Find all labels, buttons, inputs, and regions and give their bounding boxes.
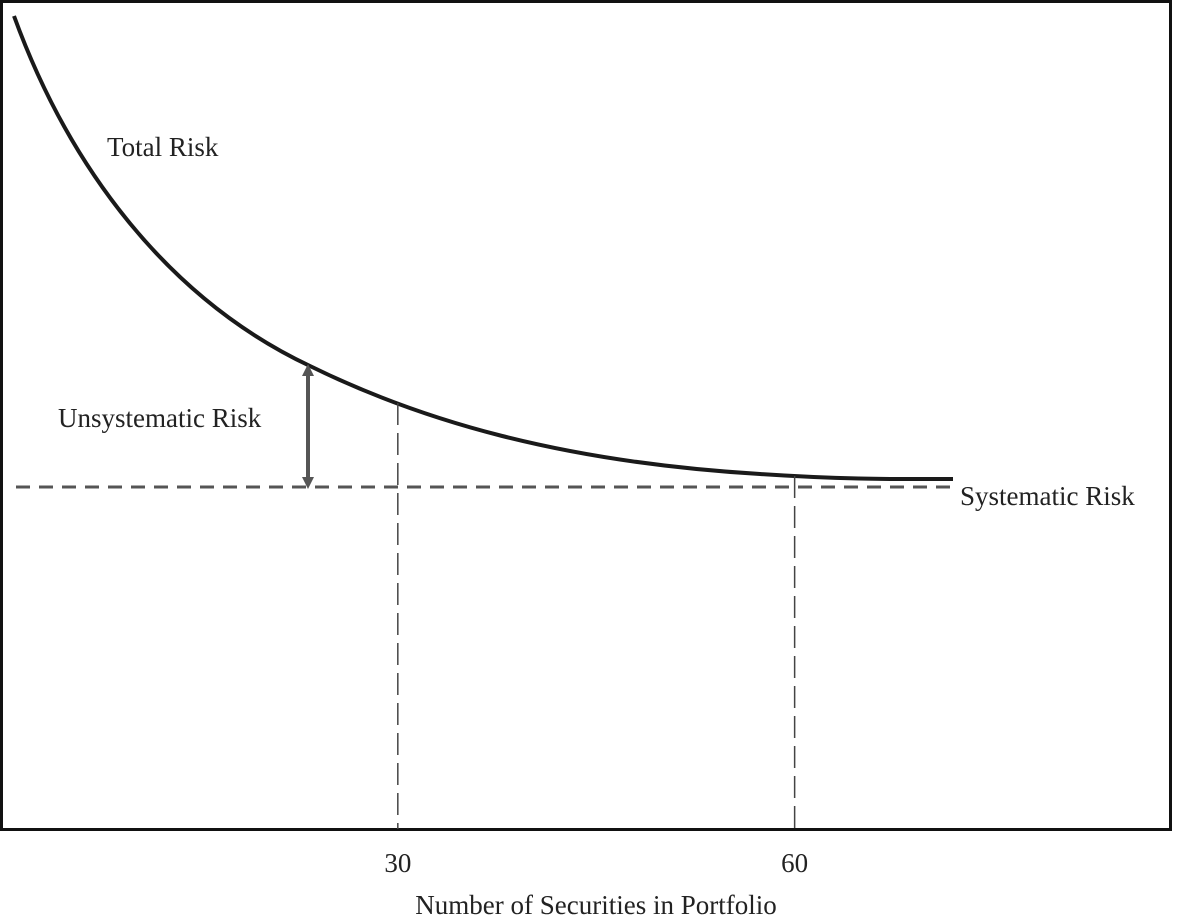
total-risk-label: Total Risk bbox=[107, 132, 219, 162]
x-tick-label: 60 bbox=[781, 848, 808, 878]
plot-frame bbox=[0, 0, 1172, 831]
systematic-risk-label: Systematic Risk bbox=[960, 481, 1135, 511]
total-risk-curve bbox=[12, 15, 954, 482]
arrow-head bbox=[302, 364, 314, 376]
x-axis-title: Number of Securities in Portfolio bbox=[415, 890, 776, 920]
unsystematic-arrow bbox=[302, 364, 314, 489]
x-tick-label: 30 bbox=[384, 848, 411, 878]
unsystematic-risk-label: Unsystematic Risk bbox=[58, 403, 262, 433]
arrow-head bbox=[302, 477, 314, 489]
